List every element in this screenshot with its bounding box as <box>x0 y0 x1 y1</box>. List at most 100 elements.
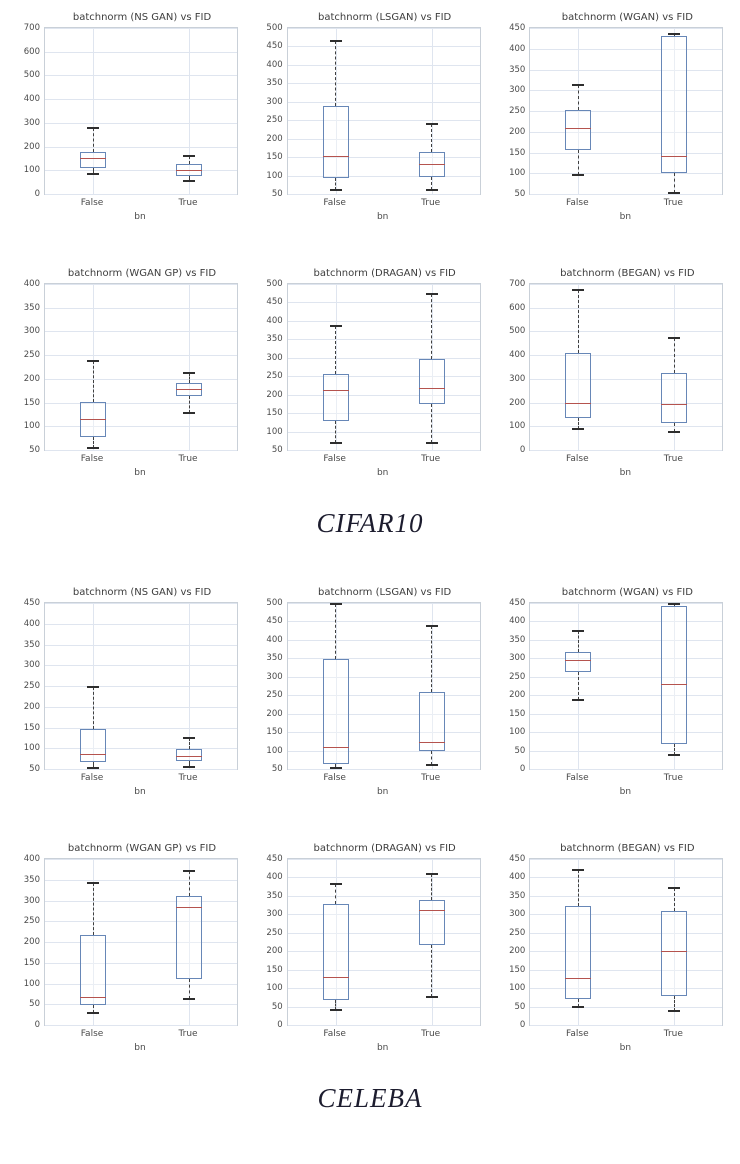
gridline-horizontal <box>530 426 723 428</box>
whisker-upper <box>673 338 675 373</box>
gridline-horizontal <box>530 111 723 112</box>
x-axis-label: bn <box>134 1043 146 1053</box>
gridline-vertical <box>335 603 337 769</box>
whisker-cap-upper <box>329 325 342 328</box>
gridline-horizontal <box>530 621 723 623</box>
whisker-upper <box>188 870 190 897</box>
gridline-vertical <box>189 859 190 1025</box>
gridline-horizontal <box>287 320 480 322</box>
y-axis: 0 100 200 300 400 500 600 700 <box>499 279 529 455</box>
median-line <box>176 389 202 391</box>
median-line <box>176 756 202 758</box>
x-axis-ticks: False True <box>529 451 721 466</box>
whisker-cap-upper <box>425 293 438 296</box>
plot-body: 50 100 150 200 250 300 350 400 450 <box>14 598 240 774</box>
gridline-horizontal <box>530 1006 723 1008</box>
plot-area <box>286 283 481 451</box>
y-tick-label: 300 <box>23 660 40 671</box>
y-tick-label: 200 <box>509 946 526 957</box>
boxplot-figure: batchnorm (NS GAN) vs FID 50 100 150 200 250 3… <box>14 585 240 797</box>
x-tick-label: False <box>80 773 104 783</box>
boxplot-figure: batchnorm (LSGAN) vs FID 50 100 150 200 250 30… <box>257 585 483 797</box>
y-tick-label: 350 <box>509 634 526 645</box>
x-axis-ticks: False True <box>44 770 236 785</box>
y-axis: 0 50 100 150 200 250 300 350 400 450 <box>257 854 287 1030</box>
plot-area <box>529 27 724 195</box>
whisker-lower <box>335 999 337 1011</box>
plot-title: batchnorm (WGAN GP) vs FID <box>67 843 217 854</box>
gridline-vertical <box>578 284 580 450</box>
y-tick-label: 250 <box>266 115 283 126</box>
gridline-horizontal <box>45 284 237 285</box>
y-axis: 50 100 150 200 250 300 350 400 450 500 <box>257 279 287 455</box>
whisker-cap-lower <box>329 188 342 191</box>
y-tick-label: 300 <box>509 373 526 384</box>
y-tick-label: 100 <box>266 170 283 181</box>
gridline-horizontal <box>287 101 480 103</box>
plot-body: 50 100 150 200 250 300 350 400 450 500 <box>257 598 483 774</box>
median-line <box>322 976 349 978</box>
y-tick-label: 300 <box>266 96 283 107</box>
y-tick-label: 600 <box>509 302 526 313</box>
whisker-lower <box>577 417 579 429</box>
y-tick-label: 50 <box>271 445 283 455</box>
median-line <box>418 910 445 912</box>
y-tick-label: 350 <box>266 890 283 901</box>
whisker-lower <box>673 744 675 755</box>
y-tick-label: 300 <box>266 352 283 363</box>
gridline-horizontal <box>45 402 237 404</box>
x-tick-label: False <box>566 1029 589 1039</box>
y-tick-label: 250 <box>23 350 40 361</box>
y-tick-label: 150 <box>509 964 526 975</box>
gridline-horizontal <box>287 969 480 971</box>
y-tick-label: 100 <box>266 745 283 756</box>
y-tick-label: 500 <box>23 70 40 81</box>
x-tick-label: True <box>421 454 441 464</box>
x-tick-label: False <box>566 454 589 464</box>
whisker-cap-lower <box>87 172 99 175</box>
y-axis: 50 100 150 200 250 300 350 400 450 <box>14 598 44 774</box>
x-axis-ticks: False True <box>529 1026 721 1041</box>
x-axis-label: bn <box>619 468 632 478</box>
gridline-horizontal <box>287 859 480 860</box>
x-axis-ticks: False True <box>287 1026 479 1041</box>
median-line <box>565 977 592 979</box>
whisker-lower <box>431 944 433 998</box>
gridline-vertical <box>93 859 94 1025</box>
box <box>322 106 349 179</box>
x-axis-ticks: False True <box>44 195 236 210</box>
box <box>80 934 106 1006</box>
gridline-horizontal <box>45 450 237 451</box>
gridline-horizontal <box>45 75 237 77</box>
gridline-horizontal <box>45 748 237 750</box>
gridline-vertical <box>578 603 580 769</box>
whisker-cap-lower <box>183 765 195 768</box>
whisker-upper <box>188 156 190 164</box>
plot-body: 50 100 150 200 250 300 350 400 450 500 <box>257 279 483 455</box>
y-tick-label: 200 <box>23 373 40 384</box>
whisker-cap-lower <box>668 192 681 195</box>
whisker-cap-upper <box>329 39 342 42</box>
whisker-upper <box>431 873 433 901</box>
plot-title: batchnorm (DRAGAN) vs FID <box>313 268 456 279</box>
gridline-horizontal <box>530 284 723 285</box>
gridline-horizontal <box>45 706 237 708</box>
x-tick-label: False <box>323 773 346 783</box>
cifar10-section: batchnorm (NS GAN) vs FID 0 100 200 300 400 50… <box>0 10 740 539</box>
gridline-horizontal <box>287 138 480 140</box>
gridline-horizontal <box>530 658 723 660</box>
gridline-horizontal <box>45 623 237 625</box>
y-tick-label: 50 <box>29 445 40 455</box>
y-tick-label: 300 <box>509 653 526 664</box>
y-tick-label: 350 <box>266 334 283 345</box>
gridline-vertical <box>674 603 676 769</box>
gridline-horizontal <box>530 194 723 195</box>
y-tick-label: 100 <box>509 983 526 994</box>
x-axis-ticks: False True <box>529 770 721 785</box>
gridline-horizontal <box>287 394 480 396</box>
gridline-horizontal <box>287 175 480 177</box>
y-tick-label: 100 <box>23 978 40 989</box>
x-axis-ticks: False True <box>44 451 236 466</box>
x-tick-label: True <box>421 1029 441 1039</box>
whisker-lower <box>92 1005 94 1013</box>
